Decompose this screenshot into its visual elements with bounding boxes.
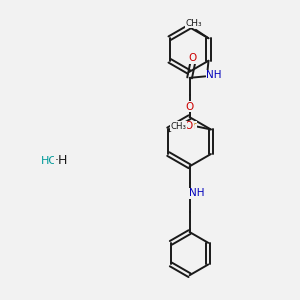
Text: HCl: HCl: [40, 155, 60, 166]
Text: Br: Br: [185, 122, 197, 131]
Text: NH: NH: [189, 188, 205, 198]
Text: ·H: ·H: [55, 154, 68, 167]
Text: O: O: [188, 53, 197, 63]
Text: CH₃: CH₃: [185, 19, 202, 28]
Text: O: O: [185, 102, 194, 112]
Text: NH: NH: [206, 70, 222, 80]
Text: O: O: [185, 122, 193, 131]
Text: CH₃: CH₃: [170, 122, 187, 131]
